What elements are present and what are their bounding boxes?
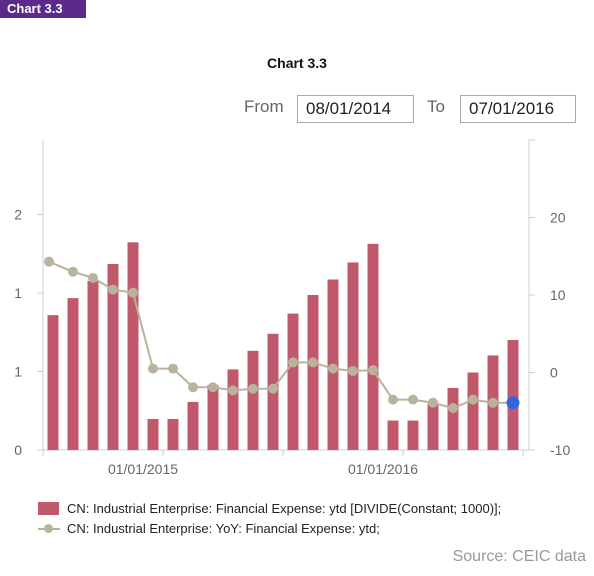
x-axis-tick-label: 01/01/2015 <box>108 461 178 477</box>
bar <box>427 403 439 450</box>
line-point <box>268 383 278 394</box>
bar <box>127 242 139 450</box>
legend-line-swatch <box>38 522 60 535</box>
line-point <box>108 284 118 295</box>
line-point <box>448 403 458 414</box>
bar <box>367 243 379 450</box>
x-axis-tick-label: 01/01/2016 <box>348 461 418 477</box>
right-axis-tick-label: -10 <box>550 442 570 458</box>
line-point <box>348 365 358 376</box>
left-axis-tick-label: 0 <box>14 442 22 458</box>
line-point <box>68 266 78 277</box>
bar <box>87 281 99 450</box>
legend-bar-swatch <box>38 502 59 515</box>
line-point <box>168 363 178 374</box>
to-label: To <box>427 97 445 116</box>
line-point <box>288 357 298 368</box>
left-axis-tick-label: 1 <box>14 285 22 301</box>
line-point <box>468 394 478 405</box>
bar <box>147 419 159 450</box>
highlighted-point <box>506 396 520 410</box>
line-point <box>248 383 258 394</box>
line-point <box>228 385 238 396</box>
legend-bar-label: CN: Industrial Enterprise: Financial Exp… <box>67 501 502 516</box>
legend-line-label: CN: Industrial Enterprise: YoY: Financia… <box>67 521 380 536</box>
line-point <box>208 382 218 393</box>
line-point <box>128 287 138 298</box>
bar <box>107 264 119 450</box>
bar <box>47 315 59 450</box>
bar <box>467 372 479 450</box>
yoy-line <box>48 260 513 410</box>
bar <box>347 262 359 450</box>
to-date-input[interactable]: 07/01/2016 <box>460 95 576 123</box>
line-point <box>368 365 378 376</box>
bar <box>407 420 419 450</box>
chart-number-tag: Chart 3.3 <box>0 0 86 18</box>
bar <box>227 369 239 450</box>
right-axis-tick-label: 0 <box>550 365 558 381</box>
line-point <box>308 357 318 368</box>
chart-title: Chart 3.3 <box>267 55 327 71</box>
right-axis-tick-label: 20 <box>550 210 566 226</box>
bar <box>187 401 199 450</box>
bar <box>287 313 299 450</box>
from-label: From <box>244 97 284 116</box>
bar <box>387 420 399 450</box>
legend-item-bar: CN: Industrial Enterprise: Financial Exp… <box>38 501 501 516</box>
line-point <box>188 382 198 393</box>
right-axis-tick-label: 10 <box>550 287 566 303</box>
bar <box>207 384 219 450</box>
bar <box>447 388 459 450</box>
line-point <box>428 397 438 408</box>
line-point <box>408 394 418 405</box>
line-point <box>44 256 54 267</box>
left-axis-tick-label: 2 <box>14 207 22 223</box>
line-point <box>328 363 338 374</box>
from-date-input[interactable]: 08/01/2014 <box>297 95 414 123</box>
legend-item-line: CN: Industrial Enterprise: YoY: Financia… <box>38 521 380 536</box>
line-point <box>88 272 98 283</box>
bar <box>247 350 259 450</box>
line-point <box>488 397 498 408</box>
bar <box>167 419 179 450</box>
bar <box>307 295 319 450</box>
bar <box>67 298 79 450</box>
line-point <box>388 394 398 405</box>
left-axis-tick-label: 1 <box>14 364 22 380</box>
bar <box>507 339 519 450</box>
line-point <box>148 363 158 374</box>
source-note: Source: CEIC data <box>452 548 586 565</box>
